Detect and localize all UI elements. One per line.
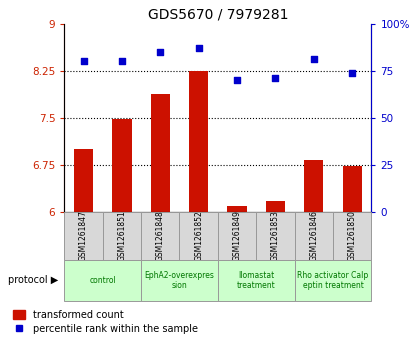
Bar xyxy=(179,212,218,260)
Text: GSM1261846: GSM1261846 xyxy=(309,211,318,261)
Bar xyxy=(64,212,103,260)
Text: GSM1261849: GSM1261849 xyxy=(232,211,242,261)
Text: GSM1261847: GSM1261847 xyxy=(79,211,88,261)
Bar xyxy=(74,150,93,212)
Point xyxy=(349,70,356,76)
Point xyxy=(157,49,164,55)
Bar xyxy=(103,212,141,260)
Bar xyxy=(266,201,285,212)
Title: GDS5670 / 7979281: GDS5670 / 7979281 xyxy=(148,7,288,21)
Text: GSM1261848: GSM1261848 xyxy=(156,211,165,261)
Point xyxy=(234,77,240,83)
Legend: transformed count, percentile rank within the sample: transformed count, percentile rank withi… xyxy=(13,310,198,334)
Text: GSM1261850: GSM1261850 xyxy=(348,211,357,261)
Bar xyxy=(256,212,295,260)
Bar xyxy=(304,159,323,212)
Text: GSM1261852: GSM1261852 xyxy=(194,211,203,261)
Text: control: control xyxy=(89,276,116,285)
Point xyxy=(80,58,87,64)
Text: protocol ▶: protocol ▶ xyxy=(8,276,58,285)
Text: GSM1261853: GSM1261853 xyxy=(271,211,280,261)
Bar xyxy=(141,212,180,260)
Point xyxy=(310,57,317,62)
Bar xyxy=(218,260,295,301)
Bar xyxy=(227,206,247,212)
Bar xyxy=(141,260,218,301)
Bar xyxy=(189,71,208,212)
Text: EphA2-overexpres
sion: EphA2-overexpres sion xyxy=(144,271,215,290)
Bar xyxy=(343,166,362,212)
Bar xyxy=(218,212,256,260)
Bar xyxy=(64,260,141,301)
Bar xyxy=(151,94,170,212)
Text: Rho activator Calp
eptin treatment: Rho activator Calp eptin treatment xyxy=(298,271,369,290)
Point xyxy=(272,76,279,81)
Bar xyxy=(295,212,333,260)
Point xyxy=(195,45,202,51)
Text: Ilomastat
treatment: Ilomastat treatment xyxy=(237,271,276,290)
Bar xyxy=(333,212,371,260)
Point xyxy=(119,58,125,64)
Text: GSM1261851: GSM1261851 xyxy=(117,211,127,261)
Bar xyxy=(112,119,132,212)
Bar xyxy=(295,260,371,301)
